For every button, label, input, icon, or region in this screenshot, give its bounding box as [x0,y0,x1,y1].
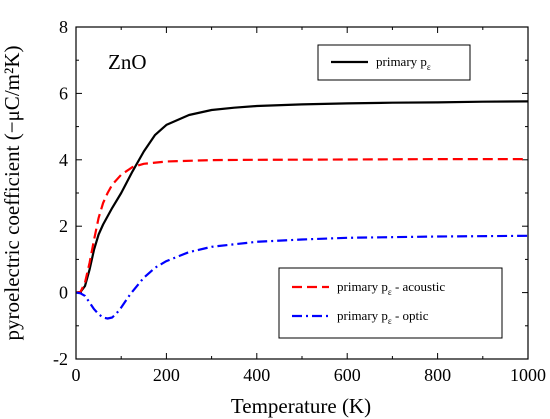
series-line-1 [75,158,528,294]
x-axis-title: Temperature (K) [231,394,371,418]
legend-label: primary pε [376,54,431,72]
y-tick-label: 8 [59,17,68,37]
x-tick-label: 200 [153,365,180,385]
legend-layer: primary pε primary pε - acoustic primary p… [278,44,503,339]
legend-box [278,267,503,339]
y-tick-label: 6 [59,83,68,103]
series-line-0 [75,100,529,294]
legend-label: primary pε - acoustic [337,279,445,297]
series-layer [75,100,529,320]
legend-label: primary pε - optic [337,308,429,326]
x-tick-label: 400 [243,365,270,385]
y-axis-title: pyroelectric coefficient (−μC/m²K) [0,46,24,341]
y-tick-label: 2 [59,216,68,236]
x-tick-label: 0 [72,365,81,385]
series-line-2 [75,234,529,320]
y-tick-label: 4 [59,150,68,170]
y-tick-label: -2 [53,349,68,369]
x-tick-label: 600 [334,365,361,385]
chart-annotation: ZnO [108,50,147,74]
y-tick-label: 0 [59,283,68,303]
plot-frame [75,26,529,360]
x-tick-label: 800 [424,365,451,385]
x-tick-label: 1000 [510,365,546,385]
